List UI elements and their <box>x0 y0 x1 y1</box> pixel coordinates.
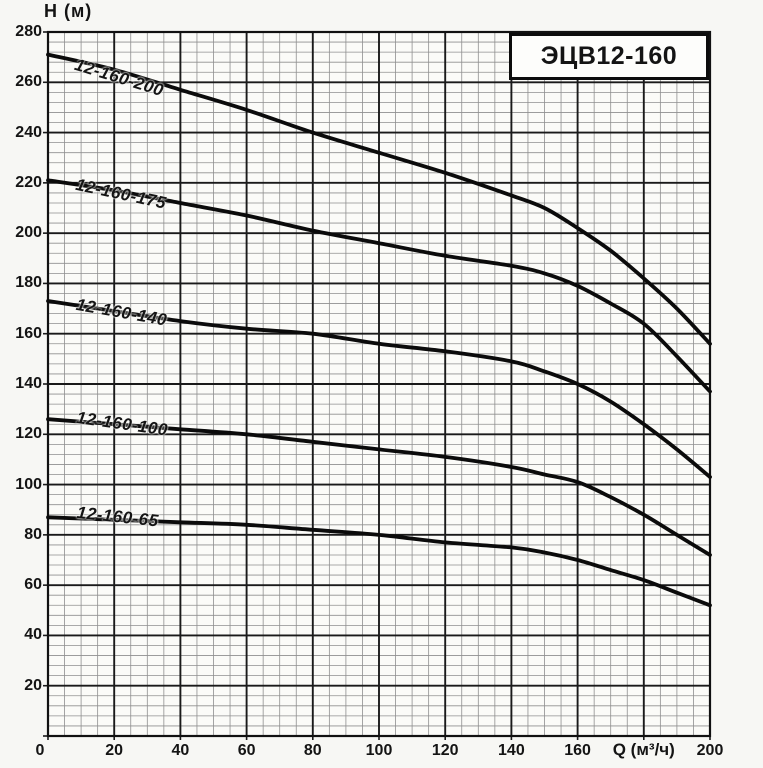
curve-12-160-175 <box>46 178 712 394</box>
curve-12-160-140 <box>46 299 712 479</box>
y-tick-label: 260 <box>15 73 42 91</box>
x-tick-label: 200 <box>696 742 724 759</box>
y-axis-title: H (м) <box>44 1 93 21</box>
x-tick-label: 0 <box>35 742 45 759</box>
y-tick-label: 160 <box>15 324 42 342</box>
curve-12-160-65 <box>46 515 712 608</box>
y-tick-label: 20 <box>24 676 42 694</box>
x-tick-label: 160 <box>564 742 591 759</box>
x-tick-label: 60 <box>237 742 256 759</box>
y-tick-label: 40 <box>24 626 42 644</box>
axis-frame <box>46 30 712 738</box>
x-tick-label: 100 <box>365 742 393 759</box>
y-tick-label: 240 <box>15 123 42 141</box>
pump-model-title: ЭЦВ12-160 <box>540 42 678 70</box>
curve-12-160-200 <box>46 52 712 346</box>
y-tick-label: 180 <box>15 274 42 292</box>
pump-model-title-box: ЭЦВ12-160 <box>509 33 709 80</box>
y-tick-label: 60 <box>24 576 42 594</box>
y-tick-label: 140 <box>15 375 42 392</box>
x-tick-label: 120 <box>431 742 459 759</box>
y-tick-label: 120 <box>15 425 42 443</box>
x-tick-label: 80 <box>303 742 322 759</box>
y-tick-label: 80 <box>24 525 42 543</box>
x-tick-label: 40 <box>171 742 190 759</box>
curve-12-160-100 <box>46 417 712 557</box>
y-tick-label: 200 <box>15 224 42 242</box>
y-tick-label: 280 <box>15 23 42 40</box>
x-tick-label: 20 <box>105 742 124 759</box>
y-tick-label: 100 <box>15 475 42 493</box>
y-tick-label: 220 <box>15 173 42 191</box>
x-axis-title: Q (м³/ч) <box>612 740 675 759</box>
x-tick-label: 140 <box>498 742 525 759</box>
